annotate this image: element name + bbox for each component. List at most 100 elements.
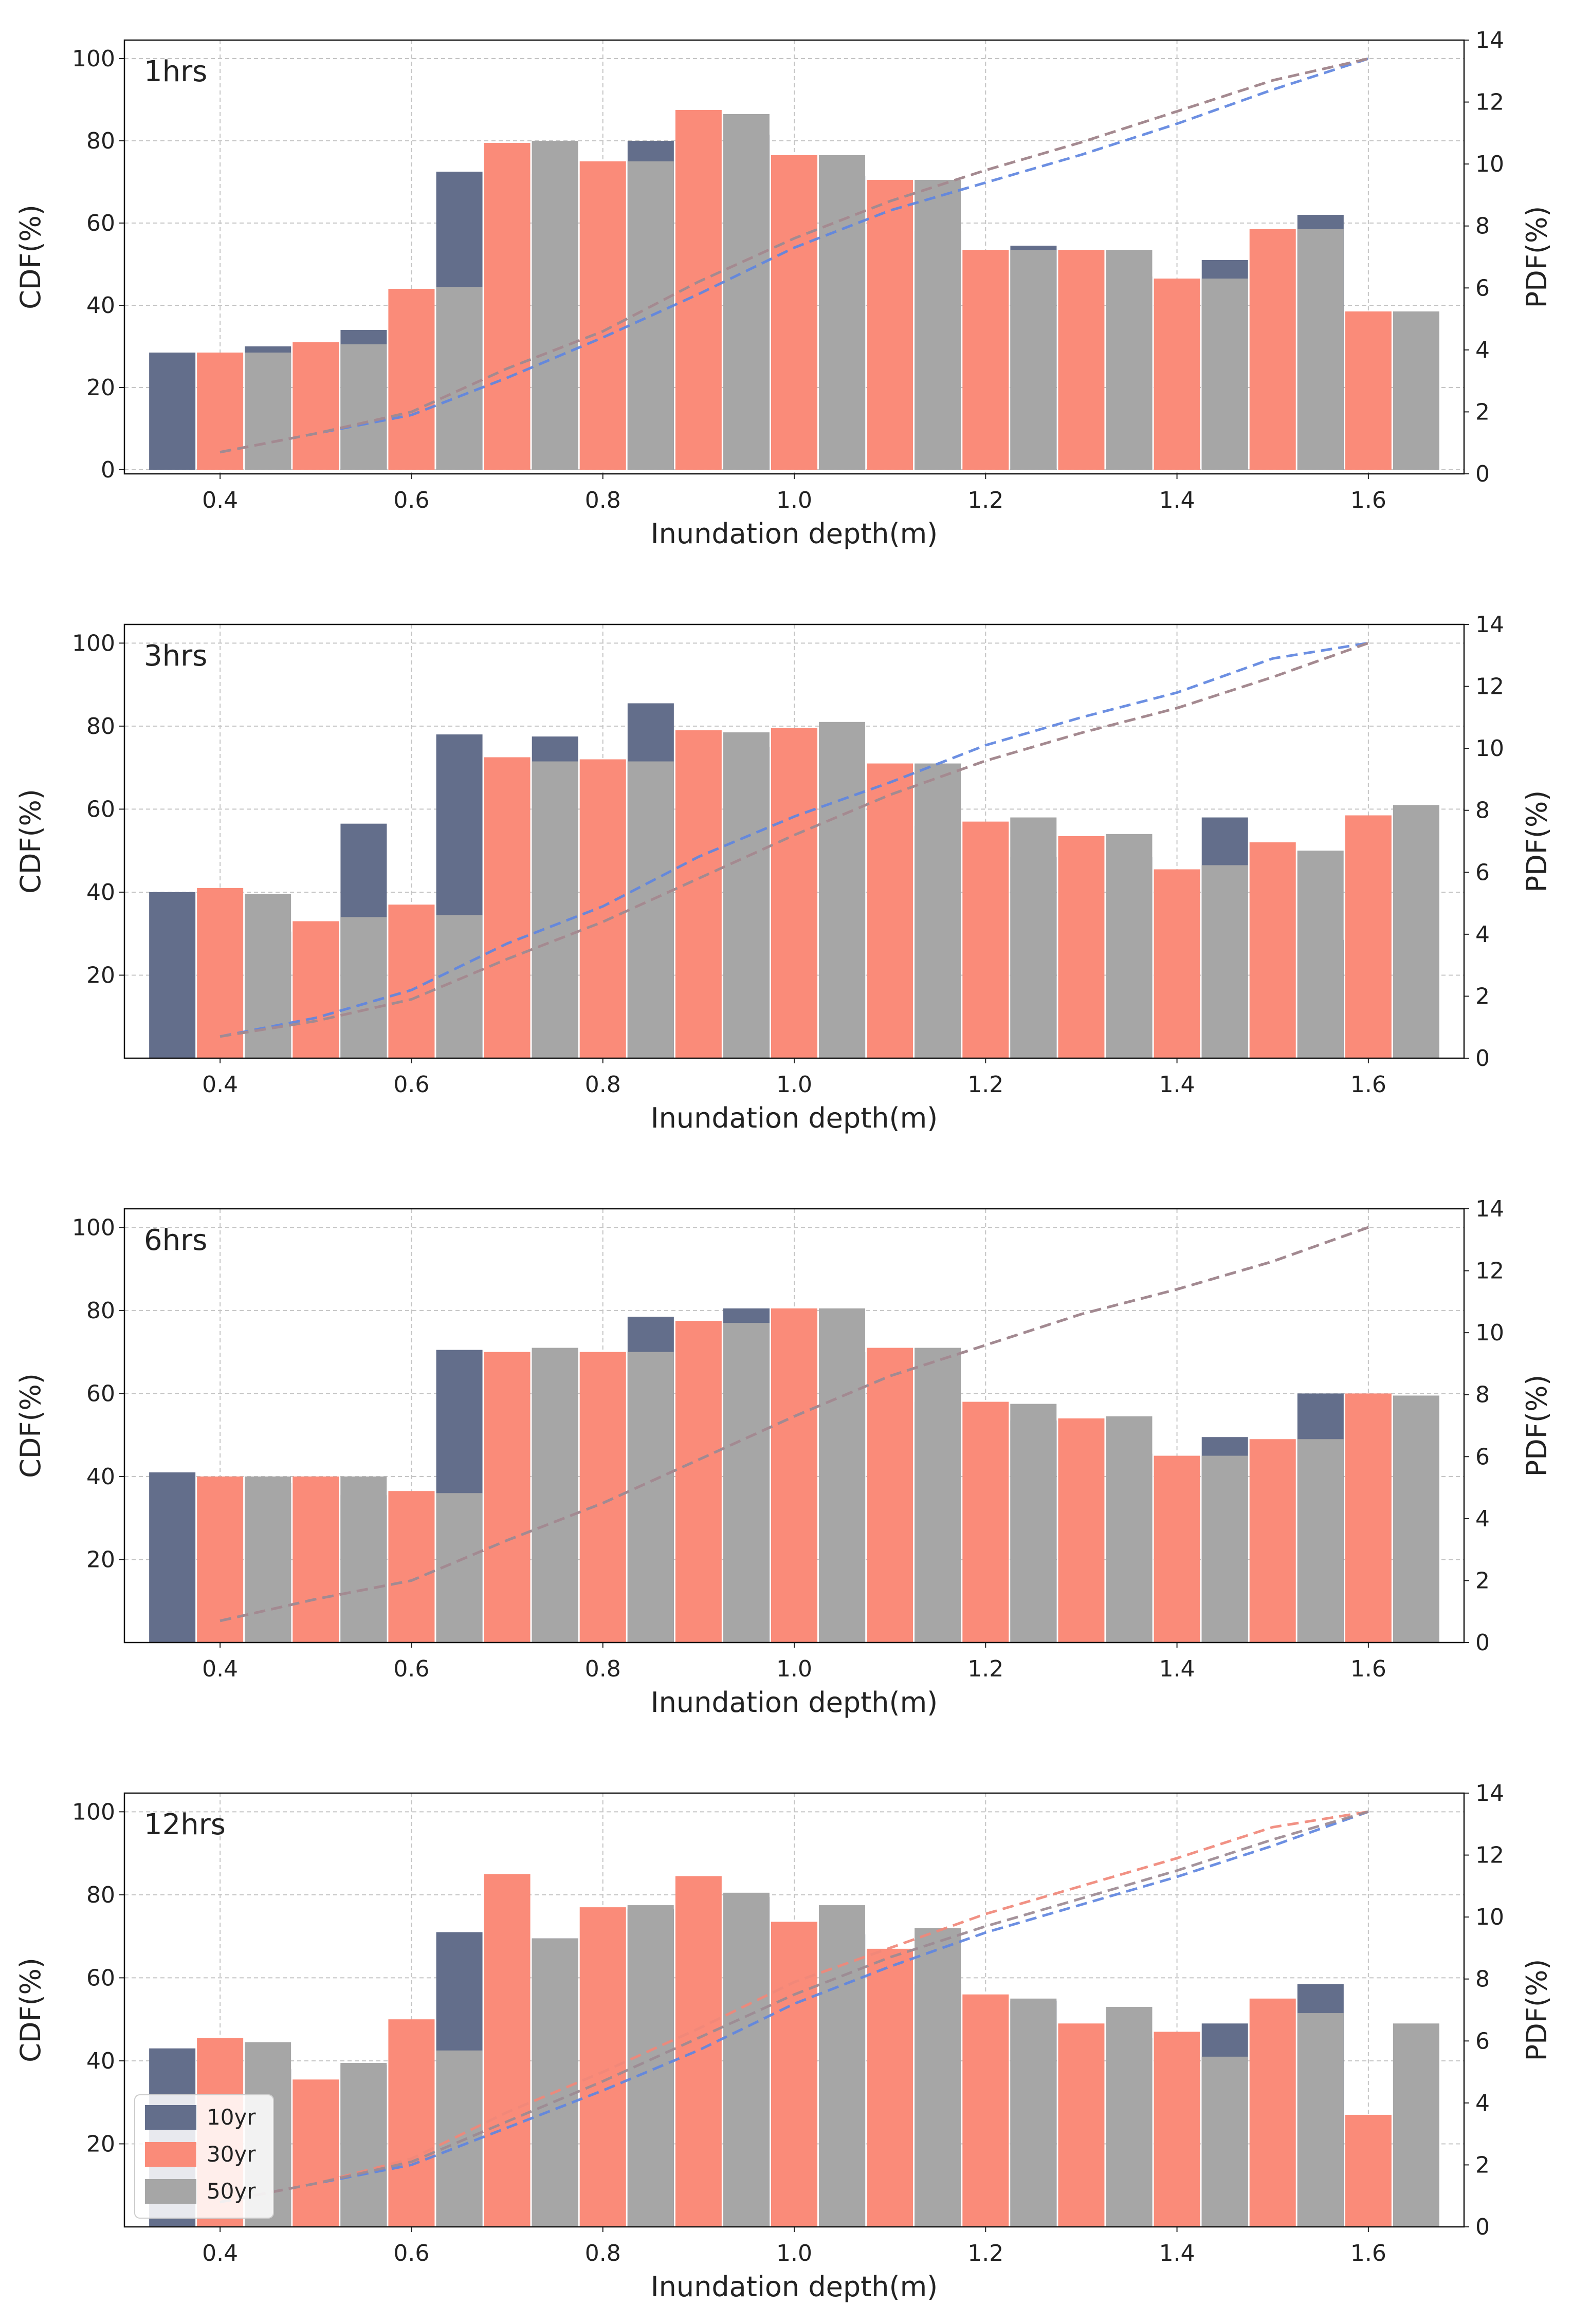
bar-50yr-1.3 [1106,834,1153,1058]
panel-title: 3hrs [144,639,207,673]
x-tick-label: 0.4 [202,1072,238,1098]
bar-50yr-1.5 [1297,229,1344,470]
right-tick-label: 6 [1475,275,1490,301]
bar-50yr-0.9 [723,114,770,470]
bar-30yr-0.4 [197,353,244,470]
bar-50yr-1 [819,722,865,1058]
right-tick-label: 8 [1475,798,1490,824]
bar-50yr-1.3 [1106,2006,1153,2227]
right-tick-label: 12 [1475,1842,1504,1869]
cdf-line-10yr [220,57,1369,454]
left-tick-label: 100 [72,46,115,72]
axes-frame [123,39,1465,475]
left-tick-label: 60 [86,210,115,236]
left-axis-title: CDF(%) [14,1958,47,2062]
right-tick-label: 4 [1475,2090,1490,2116]
bar-30yr-0.4 [197,888,244,1058]
bar-30yr-1 [771,728,817,1058]
bar-50yr-1.2 [1010,817,1057,1058]
right-tick-label: 4 [1475,337,1490,363]
bar-50yr-1.5 [1297,1439,1344,1643]
right-tick-label: 8 [1475,1382,1490,1408]
bar-30yr-1.3 [1058,250,1105,470]
right-tick-label: 2 [1475,983,1490,1009]
cdf-line-10yr [220,641,1369,1038]
right-axis-title: PDF(%) [1521,206,1553,308]
bar-50yr-1.6 [1393,311,1439,470]
x-tick-label: 1.2 [967,1656,1003,1682]
left-tick-label: 60 [86,796,115,822]
cdf-line-50yr [220,57,1369,454]
bar-30yr-0.8 [579,1907,626,2227]
bar-50yr-0.5 [340,917,387,1058]
cdf-line-50yr [220,641,1369,1038]
cdf-line-50yr [220,1226,1369,1622]
bar-30yr-1.1 [867,763,913,1058]
bar-30yr-1.6 [1345,815,1392,1058]
bar-50yr-0.8 [627,761,674,1058]
bar-50yr-0.5 [340,2062,387,2227]
right-axis-title: PDF(%) [1521,1959,1553,2061]
x-tick-label: 1.4 [1159,2240,1195,2266]
x-axis-title: Inundation depth(m) [651,1686,938,1719]
bar-30yr-0.9 [675,730,722,1058]
axes-frame [123,1792,1465,2228]
right-tick-label: 12 [1475,89,1504,116]
x-tick-label: 1.2 [967,2240,1003,2266]
bar-30yr-1.5 [1249,1439,1296,1643]
bar-50yr-0.4 [245,1476,291,1643]
axes-frame [123,623,1465,1059]
bar-50yr-0.7 [532,141,578,470]
bar-30yr-0.4 [197,1476,244,1643]
bar-30yr-0.7 [484,757,531,1058]
panel-6hrs: 20 40 60 80 100 0.4 0.6 0.8 1.0 1.2 1.4 1.6 0 2 4 6 8 10 1… [14,1196,1553,1719]
left-tick-label: 80 [86,128,115,154]
bar-50yr-1.4 [1201,2056,1248,2227]
right-tick-label: 12 [1475,674,1504,700]
bar-30yr-1.2 [962,1994,1009,2227]
legend-swatch-50yr [145,2179,196,2204]
bar-50yr-1.6 [1393,805,1439,1058]
bar-30yr-0.5 [293,1476,339,1643]
bar-30yr-1.6 [1345,1393,1392,1643]
bar-50yr-0.9 [723,1323,770,1643]
right-tick-label: 0 [1475,2214,1490,2240]
bar-30yr-1.5 [1249,229,1296,470]
right-tick-label: 10 [1475,1320,1504,1346]
x-axis-title: Inundation depth(m) [651,1102,938,1134]
right-tick-label: 10 [1475,1904,1504,1930]
left-tick-label: 80 [86,1298,115,1324]
cdf-line-50yr [220,1810,1369,2204]
bar-30yr-0.7 [484,1874,531,2227]
right-tick-label: 2 [1475,2152,1490,2178]
bar-30yr-1.3 [1058,1418,1105,1643]
bar-50yr-1 [819,155,865,470]
bar-30yr-0.6 [388,289,435,470]
bar-30yr-1.6 [1345,2114,1392,2227]
bar-50yr-1.4 [1201,1455,1248,1643]
right-axis-title: PDF(%) [1521,790,1553,893]
right-tick-label: 6 [1475,859,1490,886]
x-tick-label: 1.6 [1350,1072,1386,1098]
bar-50yr-1.3 [1106,250,1153,470]
left-tick-label: 20 [86,375,115,401]
x-tick-label: 0.8 [585,2240,621,2266]
left-tick-label: 40 [86,292,115,319]
left-tick-label: 80 [86,713,115,740]
bar-50yr-1.4 [1201,279,1248,470]
bar-50yr-0.5 [340,344,387,470]
panel-title: 12hrs [144,1808,226,1841]
x-tick-label: 0.4 [202,487,238,513]
right-tick-label: 4 [1475,1506,1490,1532]
bar-30yr-1.3 [1058,2023,1105,2227]
left-tick-label: 20 [86,962,115,988]
axes-frame [123,1208,1465,1644]
left-tick-label: 40 [86,2048,115,2074]
bar-30yr-1.3 [1058,836,1105,1058]
x-axis-title: Inundation depth(m) [651,518,938,550]
bar-50yr-0.9 [723,1892,770,2227]
bar-50yr-1.6 [1393,2023,1439,2227]
bar-30yr-1 [771,1308,817,1643]
x-tick-label: 1.4 [1159,1072,1195,1098]
bar-30yr-0.8 [579,759,626,1058]
